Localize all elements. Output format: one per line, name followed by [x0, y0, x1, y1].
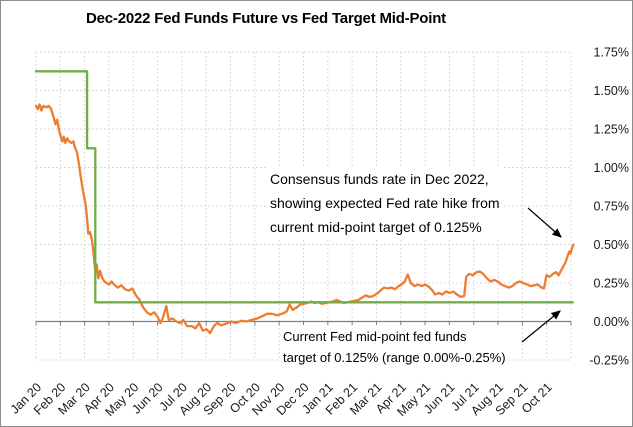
annotation-current-target-note: Current Fed mid-point fed funds target o… — [280, 325, 509, 369]
annotation-current-target-line-1: Current Fed mid-point fed funds — [283, 329, 467, 344]
y-axis-tick-label: 0.50% — [594, 238, 629, 252]
y-axis-tick-label: 0.00% — [594, 315, 629, 329]
chart-title: Dec-2022 Fed Funds Future vs Fed Target … — [86, 10, 446, 27]
annotation-consensus-line-2: showing expected Fed rate hike from — [270, 195, 500, 211]
y-axis-tick-label: -0.25% — [589, 354, 629, 368]
y-axis-tick-label: 1.00% — [594, 161, 629, 175]
annotation-current-target-line-2: target of 0.125% (range 0.00%-0.25%) — [283, 350, 506, 365]
y-axis-tick-label: 1.50% — [594, 84, 629, 98]
fed-funds-future-line — [34, 103, 575, 335]
annotation-consensus-note: Consensus funds rate in Dec 2022, showin… — [267, 166, 503, 240]
annotation-consensus-line-1: Consensus funds rate in Dec 2022, — [270, 171, 489, 187]
annotation-consensus-line-3: current mid-point target of 0.125% — [270, 219, 482, 235]
y-axis-tick-label: 1.25% — [594, 123, 629, 137]
y-axis-tick-label: 0.25% — [594, 277, 629, 291]
fed-target-midpoint-line — [34, 70, 575, 304]
y-axis-tick-label: 1.75% — [594, 46, 629, 60]
y-axis-tick-label: 0.75% — [594, 200, 629, 214]
